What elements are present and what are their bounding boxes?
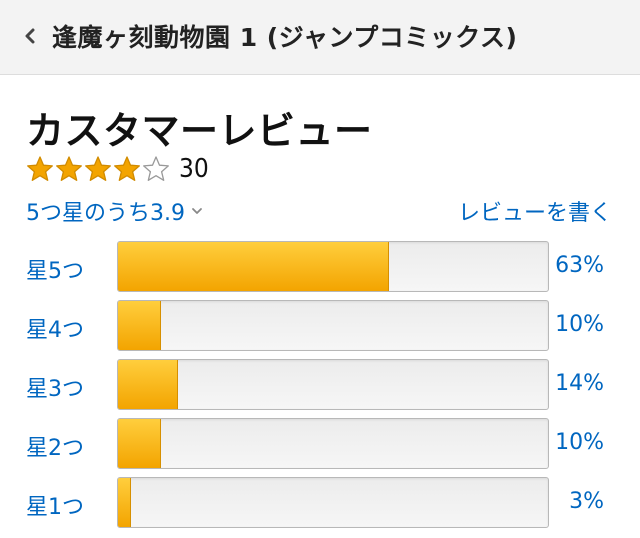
histogram-bar[interactable] xyxy=(117,300,549,351)
histogram-star-label[interactable]: 星4つ xyxy=(26,318,84,343)
histogram-row[interactable]: 星3つ 14% xyxy=(0,359,640,411)
average-rating-dropdown[interactable]: 5つ星のうち3.9 xyxy=(26,195,203,227)
page-title: 逢魔ヶ刻動物園 1 (ジャンプコミックス) xyxy=(52,23,518,52)
histogram-bar[interactable] xyxy=(117,477,549,528)
histogram-bar-fill xyxy=(118,360,179,409)
histogram-bar[interactable] xyxy=(117,359,549,410)
section-title: カスタマーレビュー xyxy=(26,109,373,153)
histogram-row[interactable]: 星1つ 3% xyxy=(0,477,640,529)
histogram-star-label[interactable]: 星1つ xyxy=(26,495,84,520)
review-count: 30 xyxy=(179,154,209,184)
histogram-percent[interactable]: 10% xyxy=(555,430,604,455)
histogram-bar[interactable] xyxy=(117,241,549,292)
write-review-link[interactable]: レビューを書く xyxy=(457,201,612,226)
chevron-down-icon xyxy=(192,208,202,214)
rating-summary[interactable]: 30 xyxy=(26,152,209,186)
histogram-star-label[interactable]: 星3つ xyxy=(26,377,84,402)
chevron-left-icon[interactable] xyxy=(24,28,36,44)
histogram-percent[interactable]: 3% xyxy=(569,489,604,514)
histogram-percent[interactable]: 10% xyxy=(555,312,604,337)
histogram-star-label[interactable]: 星2つ xyxy=(26,436,84,461)
histogram-bar-fill xyxy=(118,242,389,291)
histogram-bar[interactable] xyxy=(117,418,549,469)
histogram-bar-fill xyxy=(118,301,161,350)
histogram-star-label[interactable]: 星5つ xyxy=(26,259,84,284)
star-rating xyxy=(26,155,171,183)
top-bar: 逢魔ヶ刻動物園 1 (ジャンプコミックス) xyxy=(0,0,640,75)
histogram-row[interactable]: 星2つ 10% xyxy=(0,418,640,470)
star-icon xyxy=(27,156,53,181)
histogram-bar-fill xyxy=(118,478,131,527)
average-rating-text: 5つ星のうち3.9 xyxy=(26,201,185,226)
star-icon xyxy=(114,156,140,181)
star-icon xyxy=(85,156,111,181)
star-icon xyxy=(143,156,169,181)
histogram-row[interactable]: 星4つ 10% xyxy=(0,300,640,352)
histogram-percent[interactable]: 63% xyxy=(555,253,604,278)
star-icon xyxy=(56,156,82,181)
histogram-percent[interactable]: 14% xyxy=(555,371,604,396)
histogram-row[interactable]: 星5つ 63% xyxy=(0,241,640,293)
histogram-bar-fill xyxy=(118,419,161,468)
